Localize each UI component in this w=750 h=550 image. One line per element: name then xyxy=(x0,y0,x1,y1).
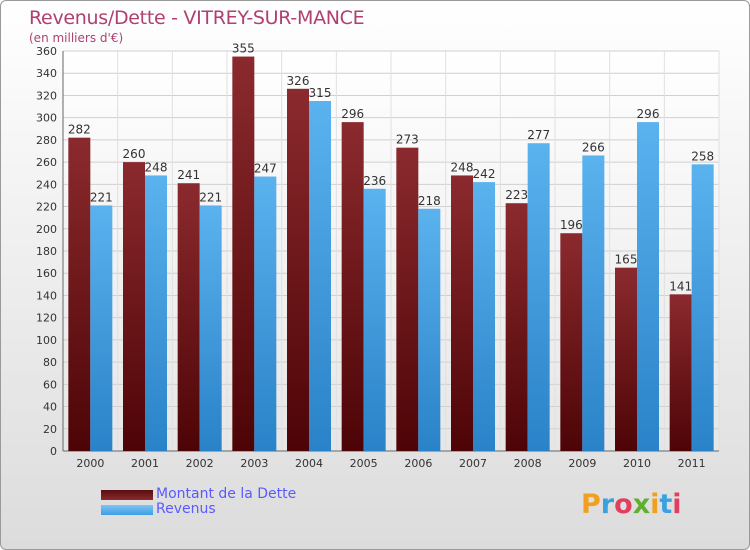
data-label: 315 xyxy=(309,86,332,100)
data-label: 242 xyxy=(473,167,496,181)
y-tick-label: 60 xyxy=(43,378,57,391)
data-label: 221 xyxy=(199,190,222,204)
bar-dette xyxy=(669,294,692,451)
y-tick-label: 0 xyxy=(50,445,57,458)
x-tick-label: 2007 xyxy=(459,457,487,470)
data-label: 260 xyxy=(123,147,146,161)
bar-revenus xyxy=(418,208,441,451)
chart-subtitle: (en milliers d'€) xyxy=(29,31,124,45)
legend-swatch-dette xyxy=(101,490,153,500)
y-tick-label: 300 xyxy=(36,112,57,125)
logo-letter: t xyxy=(659,489,673,520)
x-tick-label: 2004 xyxy=(295,457,323,470)
bar-revenus xyxy=(309,101,331,451)
y-tick-label: 80 xyxy=(43,356,57,369)
bar-dette xyxy=(123,162,145,451)
data-label: 355 xyxy=(232,42,255,56)
bar-dette xyxy=(396,147,419,451)
logo-letter: r xyxy=(600,489,615,520)
logo-letter: i xyxy=(672,489,682,520)
bar-dette xyxy=(615,267,637,451)
bar-dette xyxy=(68,137,91,451)
bar-revenus xyxy=(254,176,277,452)
data-label: 196 xyxy=(560,218,583,232)
legend-label-dette: Montant de la Dette xyxy=(156,486,297,502)
x-tick-label: 2000 xyxy=(76,457,104,470)
y-tick-label: 240 xyxy=(36,178,57,191)
bar-revenus xyxy=(199,205,222,451)
y-tick-label: 160 xyxy=(36,267,57,280)
bar-revenus xyxy=(691,164,714,452)
y-tick-label: 120 xyxy=(36,312,57,325)
data-label: 248 xyxy=(451,160,474,174)
x-tick-label: 2001 xyxy=(131,457,159,470)
bar-revenus xyxy=(582,155,605,451)
data-label: 296 xyxy=(341,107,364,121)
y-tick-label: 320 xyxy=(36,89,57,102)
legend-swatch-revenus xyxy=(101,505,153,515)
x-tick-label: 2010 xyxy=(623,457,651,470)
y-tick-label: 200 xyxy=(36,223,57,236)
data-label: 273 xyxy=(396,133,419,147)
x-tick-label: 2006 xyxy=(404,457,432,470)
legend-label-revenus: Revenus xyxy=(156,501,216,517)
logo-letter: P xyxy=(581,489,601,520)
data-label: 326 xyxy=(287,74,310,88)
x-tick-label: 2009 xyxy=(568,457,596,470)
y-tick-label: 340 xyxy=(36,67,57,80)
bar-revenus xyxy=(527,143,550,451)
y-tick-label: 360 xyxy=(36,45,57,58)
x-tick-label: 2011 xyxy=(678,457,706,470)
y-tick-label: 140 xyxy=(36,289,57,302)
data-label: 165 xyxy=(615,253,638,267)
data-label: 282 xyxy=(68,123,91,137)
data-label: 277 xyxy=(527,128,550,142)
y-tick-label: 20 xyxy=(43,423,57,436)
proxiti-logo: Proxiti xyxy=(581,489,682,520)
bar-dette xyxy=(287,88,309,452)
chart-title: Revenus/Dette - VITREY-SUR-MANCE xyxy=(29,7,365,29)
data-label: 266 xyxy=(582,140,605,154)
data-label: 241 xyxy=(177,168,200,182)
data-label: 141 xyxy=(669,279,692,293)
data-label: 236 xyxy=(363,174,386,188)
data-label: 221 xyxy=(90,190,113,204)
bar-dette xyxy=(232,56,255,452)
logo-letter: i xyxy=(650,489,660,520)
logo-letter: x xyxy=(632,489,651,520)
y-tick-label: 280 xyxy=(36,134,57,147)
bar-dette xyxy=(177,183,200,451)
x-tick-label: 2008 xyxy=(514,457,542,470)
bar-dette xyxy=(341,122,364,451)
bar-revenus xyxy=(145,175,167,451)
x-tick-label: 2003 xyxy=(240,457,268,470)
bar-revenus xyxy=(90,205,113,451)
logo-letter: o xyxy=(614,489,633,520)
bar-dette xyxy=(560,233,583,451)
bar-dette xyxy=(451,175,473,451)
y-tick-label: 220 xyxy=(36,201,57,214)
data-label: 223 xyxy=(505,188,528,202)
y-tick-label: 260 xyxy=(36,156,57,169)
data-label: 248 xyxy=(145,160,168,174)
data-label: 296 xyxy=(637,107,660,121)
data-label: 247 xyxy=(254,162,277,176)
x-tick-label: 2002 xyxy=(186,457,214,470)
data-label: 258 xyxy=(691,149,714,163)
bar-dette xyxy=(505,203,528,451)
bar-revenus xyxy=(637,122,659,451)
bar-revenus xyxy=(363,188,386,451)
y-tick-label: 100 xyxy=(36,334,57,347)
data-label: 218 xyxy=(418,194,441,208)
x-tick-label: 2005 xyxy=(350,457,378,470)
y-tick-label: 180 xyxy=(36,245,57,258)
bar-revenus xyxy=(473,182,495,451)
y-tick-label: 40 xyxy=(43,401,57,414)
